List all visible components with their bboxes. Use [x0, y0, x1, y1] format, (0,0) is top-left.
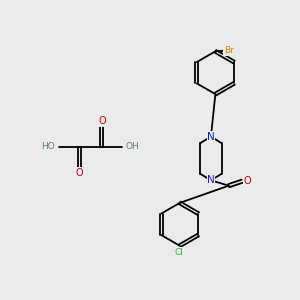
Text: O: O: [98, 116, 106, 127]
Text: O: O: [75, 168, 83, 178]
Text: HO: HO: [41, 142, 55, 151]
Text: N: N: [207, 132, 215, 142]
Text: O: O: [244, 176, 251, 186]
Text: Br: Br: [224, 46, 234, 55]
Text: Cl: Cl: [175, 248, 184, 257]
Text: OH: OH: [126, 142, 140, 151]
Text: N: N: [207, 175, 215, 185]
